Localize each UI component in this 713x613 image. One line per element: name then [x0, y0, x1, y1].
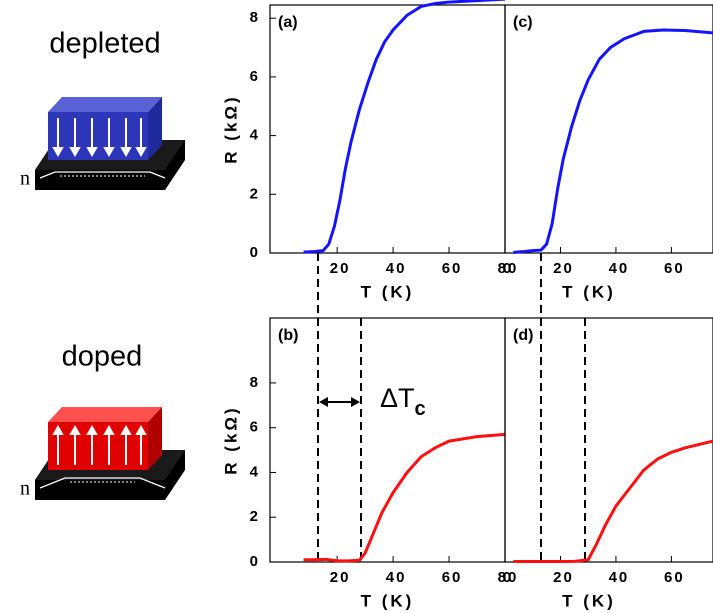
y-tick-label: 2 [250, 508, 260, 525]
x-axis-label: T (K) [562, 591, 616, 610]
x-axis-label: T (K) [361, 591, 415, 610]
y-tick-label: 6 [250, 419, 260, 436]
x-tick-label: 0 [503, 569, 513, 586]
x-axis-label: T (K) [562, 282, 616, 301]
data-line [303, 432, 506, 563]
y-tick-label: 6 [250, 68, 260, 85]
x-tick-label: 20 [330, 260, 351, 277]
x-tick-label: 20 [553, 569, 574, 586]
n-label: n [20, 168, 30, 190]
n-label: n [20, 478, 30, 500]
data-line [513, 28, 713, 254]
panel-tag: (c) [513, 14, 533, 31]
x-tick-label: 0 [503, 260, 513, 277]
doped-device [35, 407, 185, 500]
state-label: depleted [49, 28, 160, 60]
y-tick-label: 0 [250, 553, 260, 570]
data-line [303, 0, 506, 254]
delta-arrow [319, 397, 360, 407]
tc-guide [317, 253, 586, 562]
y-tick-label: 8 [250, 374, 260, 391]
depleted-device [35, 97, 185, 190]
x-tick-label: 40 [609, 569, 630, 586]
x-tick-label: 80 [498, 260, 519, 277]
x-tick-label: 40 [609, 260, 630, 277]
x-axis-label: T (K) [361, 282, 415, 301]
plot-frame [269, 317, 506, 563]
x-tick-label: 60 [442, 569, 463, 586]
x-tick-label: 60 [664, 260, 685, 277]
y-tick-label: 8 [250, 9, 260, 26]
x-tick-label: 80 [498, 569, 519, 586]
plot-frame [269, 4, 506, 254]
y-axis-label: R (kΩ) [221, 405, 240, 474]
data-line [513, 439, 713, 564]
delta-label: ΔTc [380, 383, 426, 420]
delta-sub: c [415, 398, 426, 420]
x-tick-label: 40 [386, 569, 407, 586]
state-label: doped [62, 341, 143, 373]
x-tick-label: 40 [386, 260, 407, 277]
panel-tag: (b) [278, 327, 298, 344]
y-tick-label: 2 [250, 185, 260, 202]
x-tick-label: 60 [442, 260, 463, 277]
delta-text: ΔT [380, 383, 415, 413]
x-tick-label: 60 [664, 569, 685, 586]
y-tick-label: 4 [250, 463, 260, 480]
x-tick-label: 20 [330, 569, 351, 586]
x-tick-label: 20 [553, 260, 574, 277]
y-tick-label: 0 [250, 244, 260, 261]
y-axis-label: R (kΩ) [221, 94, 240, 163]
panel-tag: (d) [513, 327, 533, 344]
plot-frame [504, 317, 713, 563]
y-tick-label: 4 [250, 127, 260, 144]
plot-frame [504, 4, 713, 254]
panel-tag: (a) [278, 14, 298, 31]
